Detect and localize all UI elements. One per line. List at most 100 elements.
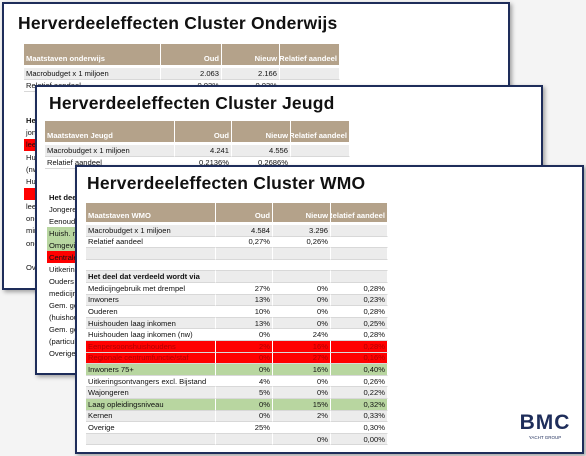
table-cell: 4.584 (216, 225, 273, 237)
table-cell: Huishouden laag inkomen (nw) (86, 329, 216, 341)
logo-name: BMC (519, 411, 571, 434)
row-label-fragment: (nw (26, 164, 39, 174)
table-cell (331, 271, 388, 283)
table-cell: 0,28% (331, 306, 388, 318)
table-cell: 2.166 (222, 68, 280, 80)
table-cell (86, 259, 216, 272)
table-cell: Laag opleidingsniveau (86, 399, 216, 411)
table-cell: 27% (273, 352, 331, 365)
table-cell: Medicijngebruik met drempel (86, 283, 216, 295)
table-cell: 0% (216, 410, 273, 423)
header-cell: Oud (161, 44, 222, 66)
slide-title: Herverdeeleffecten Cluster Jeugd (49, 93, 335, 113)
table-cell: 5% (216, 387, 273, 399)
table-cell: Regionale centrumfunctie/staf (86, 352, 216, 365)
row-label-fragment: Jongere (49, 204, 77, 214)
table-cell: 3.296 (273, 225, 331, 237)
header-cell: Nieuw (273, 203, 331, 223)
table-cell: 0% (273, 294, 331, 307)
table-cell (280, 68, 340, 80)
row-label-fragment: Huis (26, 152, 42, 162)
row-label-fragment: leer (26, 201, 39, 211)
table-cell: 25% (216, 422, 273, 434)
header-cell: Oud (216, 203, 273, 223)
row-label-fragment: Uitkering (49, 264, 79, 274)
table-cell (273, 271, 331, 283)
table-cell: 4.556 (232, 145, 291, 157)
row-label-fragment: Ouders m (49, 276, 83, 286)
table-cell: 27% (216, 283, 273, 295)
header-cell: Relatief aandeel (291, 121, 350, 143)
table-cell: 0,40% (331, 364, 388, 376)
table-cell (331, 236, 388, 249)
table-cell: Relatief aandeel (86, 236, 216, 249)
table-cell (273, 259, 331, 272)
table-cell: 0,16% (331, 352, 388, 365)
table-cell: 4% (216, 375, 273, 388)
table-cell (273, 248, 331, 260)
table-cell: 0,33% (331, 410, 388, 423)
table-cell: Eenpersoonshuishoudens (86, 341, 216, 353)
table-cell: 0,28% (331, 283, 388, 295)
row-label-fragment: Het deel (49, 192, 79, 202)
row-label-fragment: Over (24, 262, 84, 274)
table-cell (216, 433, 273, 446)
table-cell: 0% (216, 329, 273, 341)
table-cell (273, 422, 331, 434)
row-label-fragment: jong (26, 127, 41, 137)
table-cell: Het deel dat verdeeld wordt via (86, 271, 216, 283)
table-cell (86, 248, 216, 260)
table-cell (216, 259, 273, 272)
table-cell: Inwoners 75+ (86, 364, 216, 376)
table-cell: 13% (216, 294, 273, 307)
table-cell: 24% (273, 329, 331, 341)
row-label-fragment: min (26, 226, 39, 236)
table-cell (331, 225, 388, 237)
table-cell: 0,25% (331, 317, 388, 330)
table-cell: Macrobudget x 1 miljoen (24, 68, 161, 80)
row-label-fragment: medicijn (49, 288, 77, 298)
table-cell (291, 145, 350, 157)
table-cell: 0,28% (331, 341, 388, 353)
table-cell: Wajongeren (86, 387, 216, 399)
table-cell (86, 433, 216, 446)
row-label-fragment: (huishou (49, 312, 79, 322)
table-cell: Overige (86, 422, 216, 434)
header-cell: Maatstaven onderwijs (24, 44, 161, 66)
row-label-fragment: Gem. ge (49, 300, 79, 310)
header-cell: Nieuw (232, 121, 291, 143)
table-cell: 0% (273, 387, 331, 399)
table-cell: 13% (216, 317, 273, 330)
header-cell: Maatstaven WMO (86, 203, 216, 223)
table-cell: 0% (273, 317, 331, 330)
table-cell: Kernen (86, 410, 216, 423)
row-label-fragment: Huis (26, 177, 42, 187)
table-cell: 0,28% (331, 329, 388, 341)
row-label-fragment: (particul (49, 336, 77, 346)
slide: Herverdeeleffecten Cluster WMO Maatstaven… (75, 165, 584, 454)
row-label-fragment: ond (26, 238, 39, 248)
table-cell: 2% (216, 341, 273, 353)
header-cell: Nieuw (222, 44, 280, 66)
row-label-fragment: Het (26, 115, 39, 125)
table-cell: 0,26% (331, 375, 388, 388)
table-cell: 10% (216, 306, 273, 318)
table-cell: 0,00% (331, 433, 388, 446)
table-cell: 0,32% (331, 399, 388, 411)
table-cell (216, 248, 273, 260)
table-cell: Macrobudget x 1 miljoen (45, 145, 175, 157)
table-cell (331, 259, 388, 272)
logo-tagline: YACHT GROUP (528, 435, 562, 440)
table-cell: 16% (273, 341, 331, 353)
row-label-fragment: Eenoude (49, 216, 80, 226)
table-cell (331, 248, 388, 260)
table-cell: 0,26% (273, 236, 331, 249)
table-cell: 15% (273, 399, 331, 411)
table-cell: Uitkeringsontvangers excl. Bijstand (86, 375, 216, 388)
table-cell: 0% (273, 283, 331, 295)
slide-title: Herverdeeleffecten Cluster Onderwijs (18, 13, 338, 33)
table-cell: 0% (216, 399, 273, 411)
row-label-fragment: Overige (49, 348, 76, 358)
table-cell: 0,30% (331, 422, 388, 434)
